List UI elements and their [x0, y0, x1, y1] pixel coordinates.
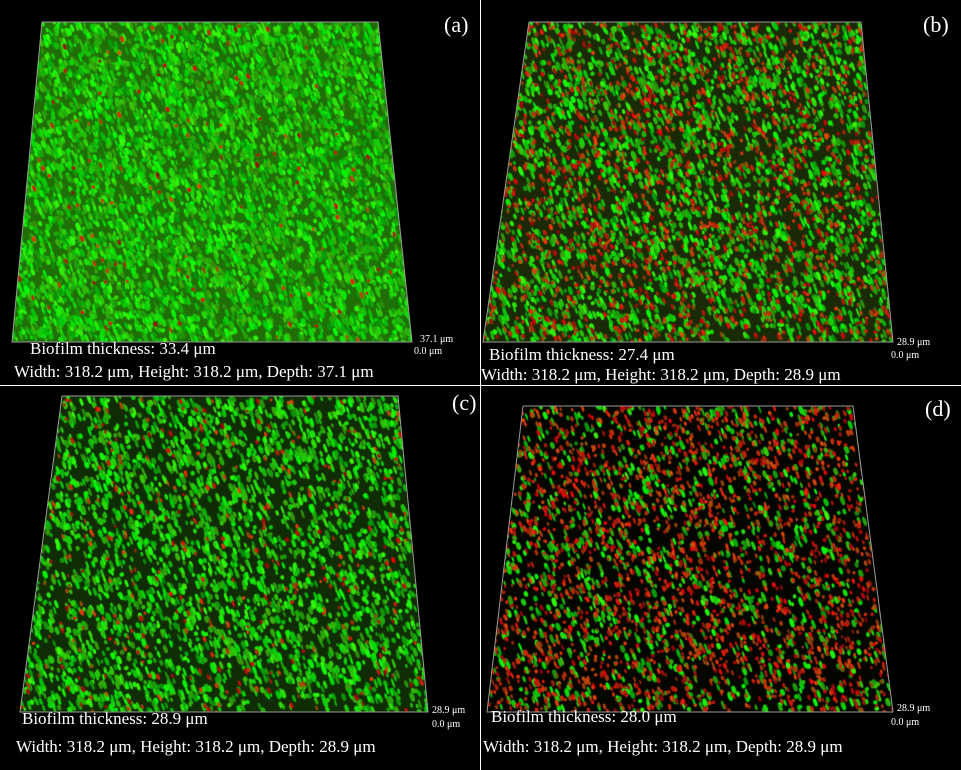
z-top-label-d: 28.9 μm: [897, 703, 931, 714]
z-bottom-label-d: 0.0 μm: [891, 717, 920, 728]
panel-letter-b: (b): [923, 12, 949, 37]
panel-letter-a: (a): [444, 12, 469, 37]
panel-letter-c: (c): [452, 390, 477, 415]
z-top-label-b: 28.9 μm: [897, 337, 931, 348]
z-bottom-label-a: 0.0 μm: [414, 346, 443, 357]
confocal-image-a: [0, 0, 480, 385]
panel-b: (b) Biofilm thickness: 27.4 μm 28.9 μm 0…: [481, 0, 961, 385]
biofilm-thickness-b: Biofilm thickness: 27.4 μm: [489, 345, 675, 364]
panel-d: (d) Biofilm thickness: 28.0 μm 28.9 μm 0…: [481, 386, 961, 770]
dimensions-b: Width: 318.2 μm, Height: 318.2 μm, Depth…: [481, 365, 841, 384]
biofilm-thickness-d: Biofilm thickness: 28.0 μm: [491, 707, 677, 726]
confocal-image-b: [481, 0, 961, 385]
panel-c: (c) Biofilm thickness: 28.9 μm 28.9 μm 0…: [0, 386, 480, 770]
bounding-box-a: [11, 21, 413, 343]
panel-a: (a) Biofilm thickness: 33.4 μm 37.1 μm 0…: [0, 0, 480, 385]
confocal-image-c: [0, 386, 480, 770]
z-top-label-a: 37.1 μm: [420, 334, 454, 345]
z-bottom-label-b: 0.0 μm: [891, 350, 920, 361]
panel-letter-d: (d): [925, 396, 951, 421]
biofilm-thickness-c: Biofilm thickness: 28.9 μm: [22, 709, 208, 728]
bounding-box-c: [19, 395, 429, 713]
z-bottom-label-c: 0.0 μm: [432, 719, 461, 730]
bounding-box-d: [486, 405, 894, 713]
dimensions-d: Width: 318.2 μm, Height: 318.2 μm, Depth…: [483, 737, 843, 756]
z-top-label-c: 28.9 μm: [432, 705, 466, 716]
confocal-image-d: [481, 386, 961, 770]
bounding-box-b: [482, 21, 894, 343]
dimensions-a: Width: 318.2 μm, Height: 318.2 μm, Depth…: [14, 362, 374, 381]
dimensions-c: Width: 318.2 μm, Height: 318.2 μm, Depth…: [16, 737, 376, 756]
biofilm-thickness-a: Biofilm thickness: 33.4 μm: [30, 339, 216, 358]
